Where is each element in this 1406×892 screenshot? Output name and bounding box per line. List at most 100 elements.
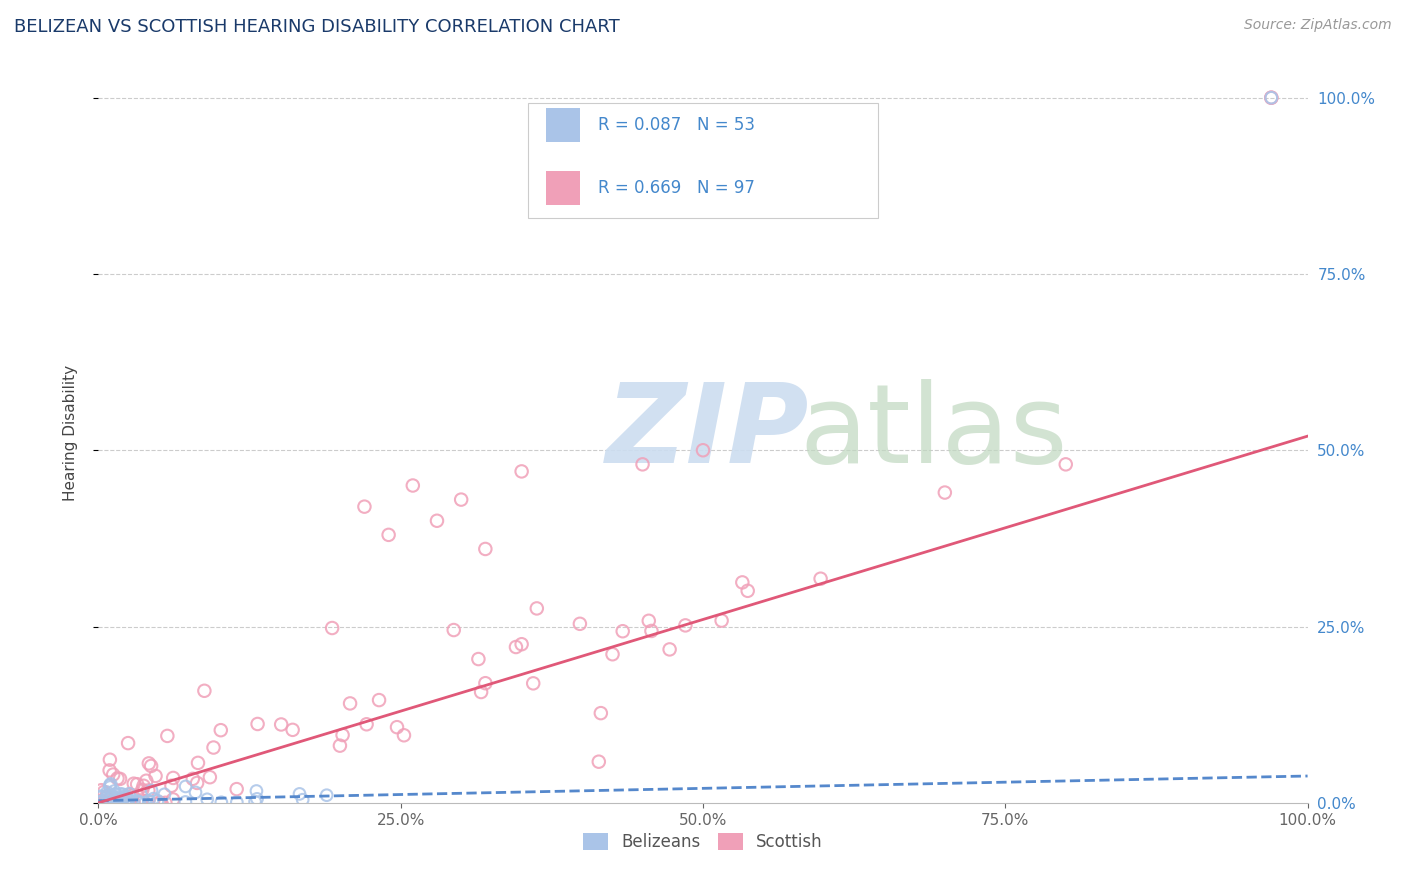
- Point: [356, 717, 378, 731]
- Point: [101, 796, 124, 810]
- Point: [108, 796, 131, 810]
- Point: [589, 706, 612, 720]
- Point: [392, 728, 415, 742]
- Point: [145, 769, 167, 783]
- Point: [246, 717, 269, 731]
- Point: [97, 788, 120, 802]
- Point: [114, 794, 136, 808]
- Point: [115, 796, 138, 810]
- Point: [129, 796, 152, 810]
- Point: [186, 776, 208, 790]
- Point: [467, 652, 489, 666]
- FancyBboxPatch shape: [527, 103, 879, 218]
- Point: [160, 779, 183, 793]
- Point: [110, 792, 132, 806]
- Point: [174, 795, 197, 809]
- Point: [141, 783, 163, 797]
- Point: [127, 794, 149, 808]
- Point: [112, 789, 135, 804]
- Point: [111, 788, 134, 802]
- Bar: [546, 171, 579, 204]
- Point: [195, 792, 218, 806]
- Point: [98, 753, 121, 767]
- Point: [104, 792, 127, 806]
- Point: [612, 624, 634, 639]
- Point: [146, 794, 169, 808]
- Point: [329, 739, 352, 753]
- Point: [122, 796, 145, 810]
- Point: [156, 729, 179, 743]
- Point: [131, 783, 153, 797]
- Point: [90, 794, 112, 808]
- Point: [245, 784, 267, 798]
- Point: [90, 789, 112, 803]
- Point: [138, 783, 160, 797]
- Point: [510, 464, 533, 478]
- Point: [110, 792, 132, 806]
- Point: [174, 780, 197, 794]
- Point: [100, 777, 122, 791]
- Point: [288, 787, 311, 801]
- Point: [692, 443, 714, 458]
- Point: [91, 796, 114, 810]
- Point: [108, 793, 131, 807]
- Point: [1260, 91, 1282, 105]
- Point: [281, 723, 304, 737]
- Point: [243, 795, 266, 809]
- Point: [402, 478, 425, 492]
- Point: [135, 773, 157, 788]
- Y-axis label: Hearing Disability: Hearing Disability: [63, 365, 77, 500]
- Point: [1260, 91, 1282, 105]
- Point: [377, 528, 399, 542]
- Point: [291, 793, 314, 807]
- Point: [142, 791, 165, 805]
- Point: [1054, 458, 1077, 472]
- Point: [339, 697, 361, 711]
- Point: [153, 787, 176, 801]
- Point: [443, 623, 465, 637]
- Point: [450, 492, 472, 507]
- Point: [90, 794, 112, 808]
- Text: R = 0.087   N = 53: R = 0.087 N = 53: [598, 116, 755, 134]
- Point: [98, 780, 121, 794]
- Text: R = 0.669   N = 97: R = 0.669 N = 97: [598, 179, 755, 197]
- Point: [110, 793, 132, 807]
- Point: [149, 796, 172, 810]
- Text: ZIP: ZIP: [606, 379, 810, 486]
- Point: [474, 676, 496, 690]
- Point: [118, 788, 141, 802]
- Legend: Belizeans, Scottish: Belizeans, Scottish: [576, 826, 830, 857]
- Point: [353, 500, 375, 514]
- Point: [104, 792, 127, 806]
- Point: [89, 795, 111, 809]
- Point: [108, 772, 131, 786]
- Point: [588, 755, 610, 769]
- Point: [111, 791, 134, 805]
- Point: [104, 790, 127, 805]
- Point: [122, 777, 145, 791]
- Point: [121, 794, 143, 808]
- Point: [198, 770, 221, 784]
- Point: [162, 792, 184, 806]
- Point: [128, 795, 150, 809]
- Point: [110, 796, 132, 810]
- Point: [510, 637, 533, 651]
- Point: [117, 736, 139, 750]
- Point: [90, 790, 112, 805]
- Point: [181, 772, 204, 786]
- Point: [101, 789, 124, 804]
- Point: [138, 794, 160, 808]
- Point: [470, 685, 492, 699]
- Point: [640, 624, 662, 638]
- Point: [96, 790, 118, 805]
- Point: [93, 796, 115, 810]
- Point: [91, 796, 114, 810]
- Point: [138, 756, 160, 771]
- Point: [117, 792, 139, 806]
- Point: [93, 793, 115, 807]
- Point: [522, 676, 544, 690]
- Point: [184, 785, 207, 799]
- Point: [658, 642, 681, 657]
- Point: [90, 783, 112, 797]
- Point: [128, 796, 150, 810]
